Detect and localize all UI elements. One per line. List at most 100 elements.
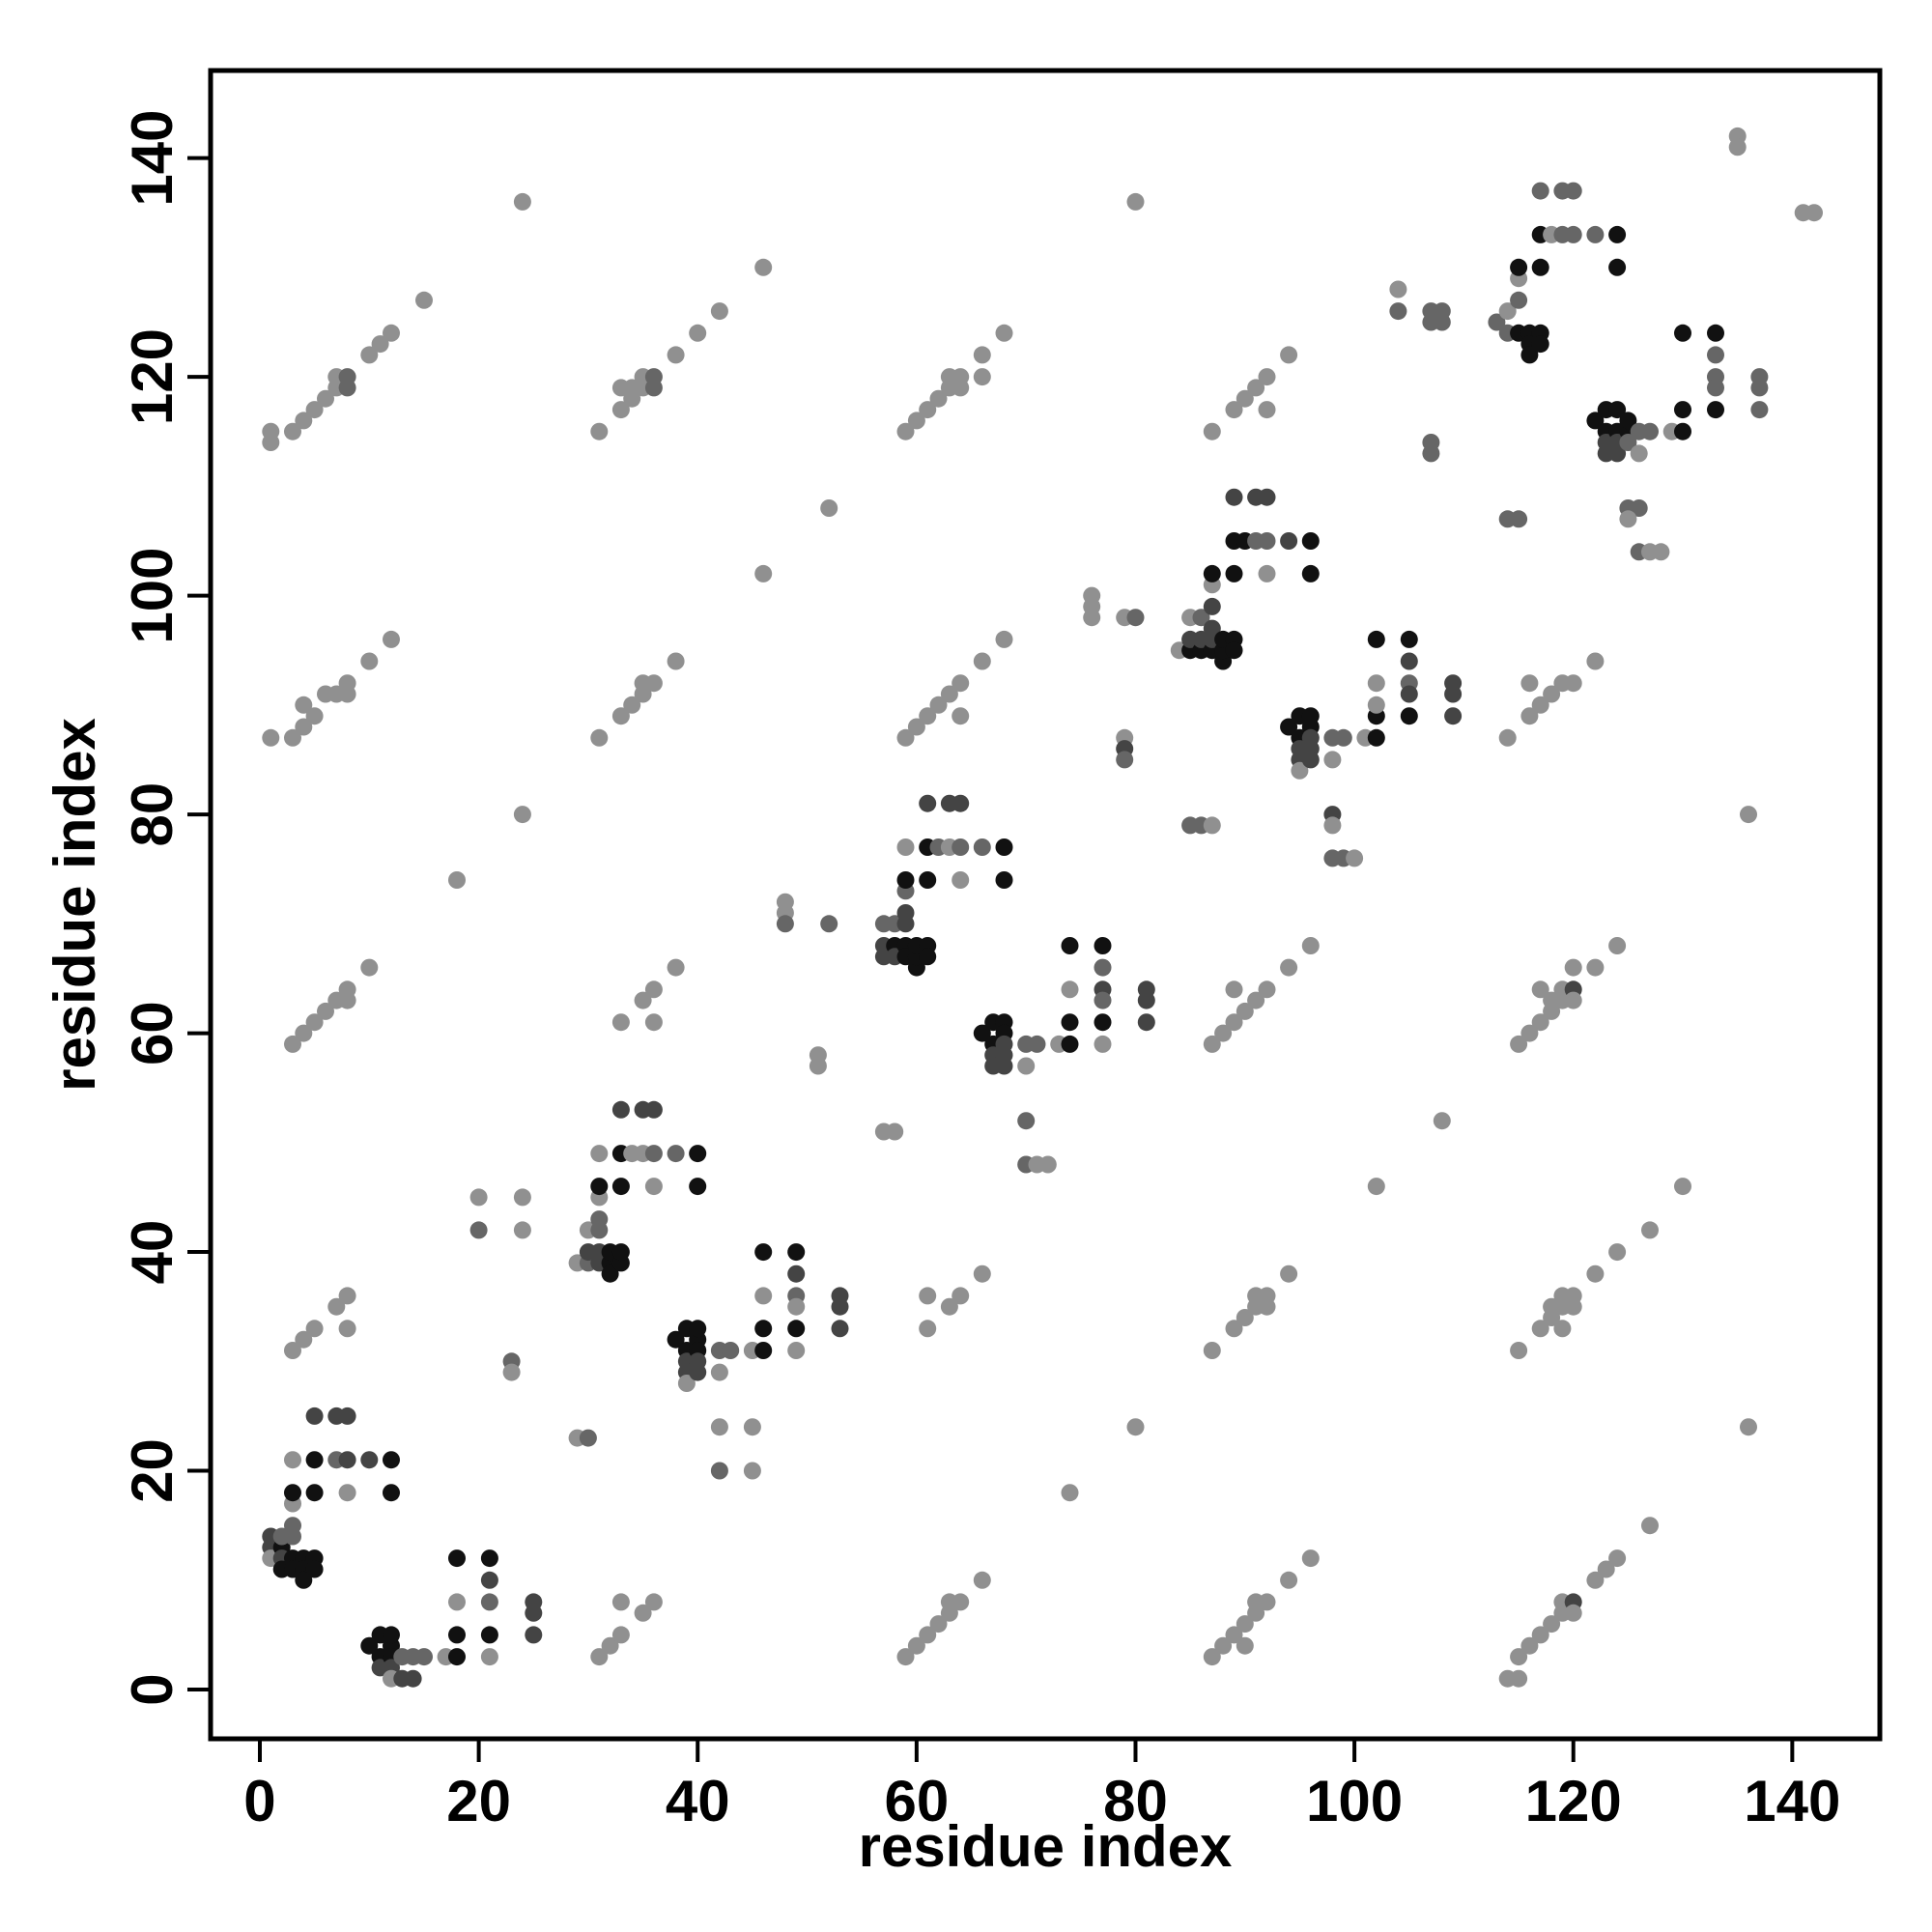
data-point <box>1531 258 1549 276</box>
data-point <box>513 1188 531 1207</box>
data-point <box>1126 192 1145 211</box>
data-point <box>1301 532 1320 550</box>
data-point <box>710 1462 728 1480</box>
data-point <box>1728 138 1747 156</box>
data-point <box>338 1320 356 1338</box>
data-point <box>722 1342 740 1359</box>
y-tick-label: 20 <box>120 1438 185 1503</box>
data-point <box>1247 991 1265 1009</box>
data-point <box>634 1604 652 1622</box>
data-point <box>1674 422 1691 440</box>
data-point <box>480 1549 498 1568</box>
data-point <box>1520 707 1539 725</box>
data-point <box>919 401 937 419</box>
data-point <box>383 1451 400 1469</box>
data-point <box>787 1264 806 1283</box>
data-point <box>1346 849 1364 867</box>
data-point <box>1520 1636 1539 1655</box>
data-point <box>284 1451 301 1469</box>
data-point <box>1750 379 1769 397</box>
data-point <box>1225 641 1243 660</box>
y-tick-label: 100 <box>120 548 185 644</box>
data-point <box>1214 1636 1233 1655</box>
data-point <box>1707 401 1724 419</box>
data-point <box>995 871 1013 889</box>
data-point <box>710 1418 728 1436</box>
data-point <box>940 685 958 703</box>
data-point <box>360 958 379 977</box>
data-point <box>787 1342 806 1359</box>
data-point <box>1367 630 1385 648</box>
data-point <box>305 1406 324 1425</box>
data-point <box>611 1593 630 1611</box>
data-point <box>448 1593 466 1611</box>
data-point <box>689 1178 707 1196</box>
data-point <box>338 980 356 999</box>
data-point <box>1400 685 1418 703</box>
data-point <box>995 838 1013 856</box>
data-point <box>383 1484 400 1502</box>
data-point <box>1553 1320 1572 1338</box>
data-point <box>295 696 313 714</box>
data-point <box>754 1342 773 1359</box>
data-point <box>831 1297 849 1316</box>
data-point <box>1400 652 1418 670</box>
data-point <box>1707 379 1724 397</box>
data-point <box>820 499 838 517</box>
data-point <box>1301 937 1320 954</box>
data-point <box>1400 707 1418 725</box>
data-point <box>1564 674 1582 693</box>
data-point <box>284 422 301 440</box>
data-point <box>907 1636 925 1655</box>
data-point <box>1116 751 1134 769</box>
data-point <box>284 1517 301 1535</box>
data-point <box>1389 302 1407 321</box>
data-point <box>469 1221 488 1239</box>
data-point <box>480 1593 498 1611</box>
x-axis: 0 20 40 60 80 100 120 140 <box>243 1739 1840 1833</box>
data-point <box>667 1145 685 1163</box>
data-point <box>513 1221 531 1239</box>
data-point <box>1301 707 1320 725</box>
data-point <box>929 1615 948 1634</box>
data-point <box>383 630 400 648</box>
data-point <box>1564 225 1582 243</box>
data-point <box>1061 1035 1079 1053</box>
data-point <box>1586 958 1605 977</box>
data-point <box>952 1287 970 1305</box>
data-point <box>973 1264 991 1283</box>
y-tick-label: 0 <box>120 1673 185 1705</box>
data-point <box>1323 816 1342 835</box>
data-point <box>360 1636 379 1655</box>
data-point <box>787 1297 806 1316</box>
data-point <box>667 1330 685 1349</box>
data-point <box>1291 761 1309 780</box>
data-point <box>809 1057 827 1075</box>
data-point <box>919 948 937 966</box>
data-point <box>1531 696 1549 714</box>
data-point <box>754 564 773 582</box>
data-point <box>1247 379 1265 397</box>
data-point <box>284 1484 301 1502</box>
data-point <box>1674 401 1691 419</box>
data-point <box>1225 1626 1243 1644</box>
data-point <box>1531 980 1549 999</box>
x-tick-label: 40 <box>666 1769 730 1833</box>
data-point <box>1225 1320 1243 1338</box>
data-point <box>317 389 334 408</box>
data-point <box>1280 958 1298 977</box>
y-axis: 0 20 40 60 80 100 120 140 <box>120 110 211 1706</box>
data-point <box>338 685 356 703</box>
data-point <box>973 1024 991 1042</box>
data-point <box>919 1320 937 1338</box>
data-point <box>1367 674 1385 693</box>
data-point <box>1740 806 1757 824</box>
data-point <box>896 871 915 889</box>
data-point <box>1203 597 1221 615</box>
data-point <box>919 1626 937 1644</box>
x-tick-label: 20 <box>446 1769 511 1833</box>
data-point <box>754 1287 773 1305</box>
data-point <box>820 915 838 933</box>
data-point <box>907 412 925 430</box>
data-points <box>262 127 1823 1688</box>
